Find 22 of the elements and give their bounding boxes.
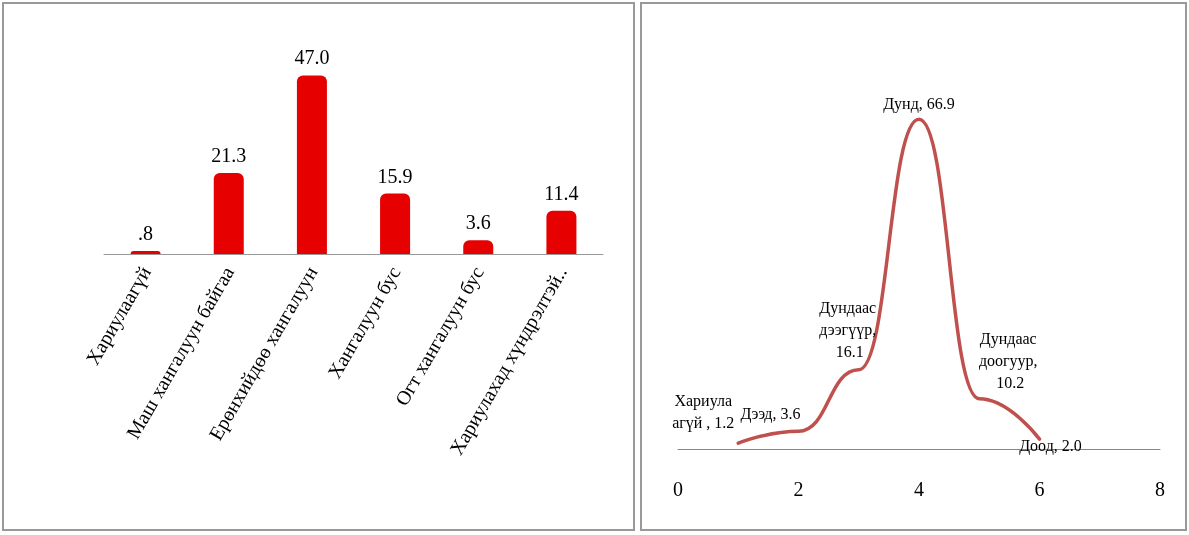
bar (296, 75, 327, 254)
data-label: Доод, 2.0 (1019, 436, 1082, 455)
data-label: Дундаас доогуур, 10.2 (978, 330, 1042, 392)
bar (380, 193, 411, 254)
data-label: Дээд, 3.6 (740, 404, 801, 423)
data-label: Дундаас дээгүүр, 16.1 (819, 299, 881, 361)
data-label: Дунд, 66.9 (883, 94, 955, 113)
x-tick-label: 4 (914, 478, 924, 500)
x-tick-label: 2 (793, 478, 804, 500)
data-label: 47.0 (294, 46, 330, 69)
data-label: 3.6 (465, 211, 491, 234)
x-tick-label: 0 (673, 478, 683, 500)
data-label: 15.9 (377, 164, 413, 187)
data-label: 21.3 (211, 144, 247, 167)
data-label: 11.4 (544, 181, 579, 204)
bar (463, 240, 494, 254)
x-tick-label: 8 (1155, 478, 1165, 500)
bar (213, 173, 244, 254)
bar (546, 210, 577, 254)
x-tick-label: 6 (1034, 478, 1045, 500)
data-label: Хариулаагүй , 1.2 (672, 391, 735, 432)
data-label: .8 (138, 221, 154, 244)
